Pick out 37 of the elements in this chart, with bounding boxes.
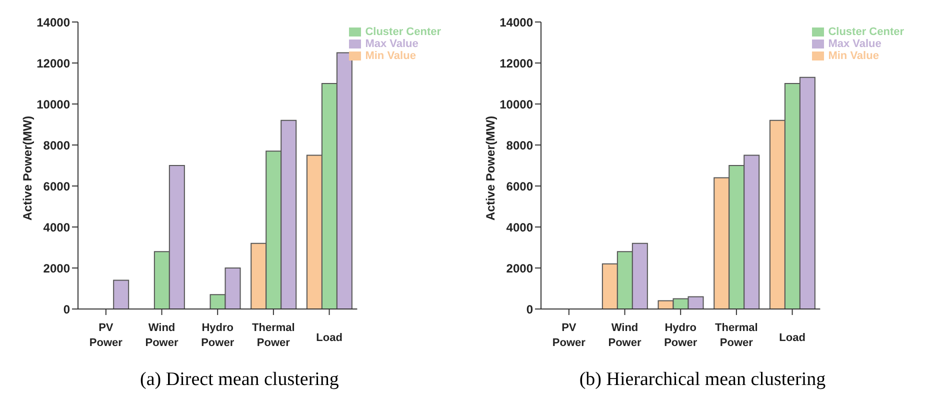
y-tick-label: 2000	[506, 261, 534, 276]
x-tick-label: Thermal Power	[715, 322, 758, 349]
x-tick-label: Wind Power	[145, 322, 179, 349]
legend-label: Cluster Center	[828, 26, 904, 38]
text: (a) Direct mean clustering	[139, 369, 340, 391]
y-tick-label: 14000	[36, 15, 70, 30]
x-tick-label: Wind Power	[608, 322, 642, 349]
y-axis-title: Active Power(MW)	[483, 116, 498, 220]
legend-label: Max Value	[365, 38, 418, 50]
y-axis-title: Active Power(MW)	[20, 116, 34, 220]
text: (b) Hierarchical mean clustering	[578, 369, 827, 391]
y-tick-label: 6000	[43, 179, 70, 194]
y-tick-label: 10000	[36, 97, 70, 112]
y-tick-label: 4000	[43, 220, 70, 234]
x-tick-label: Load	[316, 332, 342, 344]
y-tick-label: 4000	[506, 220, 534, 234]
x-tick-label: PV Power	[552, 322, 586, 349]
x-tick-label: PV Power	[89, 322, 124, 349]
y-tick-label: 0	[526, 302, 534, 316]
y-tick-label: 14000	[500, 15, 534, 30]
y-tick-label: 8000	[43, 138, 70, 152]
legend-label: Max Value	[828, 38, 882, 50]
y-tick-label: 6000	[506, 179, 534, 194]
x-tick-label: Thermal Power	[252, 322, 295, 349]
legend-label: Min Value	[828, 50, 879, 62]
bar	[113, 280, 130, 309]
x-tick-label: Hydro Power	[201, 322, 235, 349]
y-tick-label: 2000	[43, 261, 70, 276]
legend-label: Cluster Center	[365, 26, 441, 38]
legend-label: Min Value	[365, 50, 416, 62]
y-tick-label: 0	[63, 302, 70, 316]
y-tick-label: 10000	[500, 97, 534, 112]
y-tick-label: 12000	[500, 56, 534, 70]
y-tick-label: 12000	[36, 56, 70, 70]
x-tick-label: Load	[779, 332, 806, 344]
y-tick-label: 8000	[506, 138, 534, 152]
x-tick-label: Hydro Power	[664, 322, 698, 349]
